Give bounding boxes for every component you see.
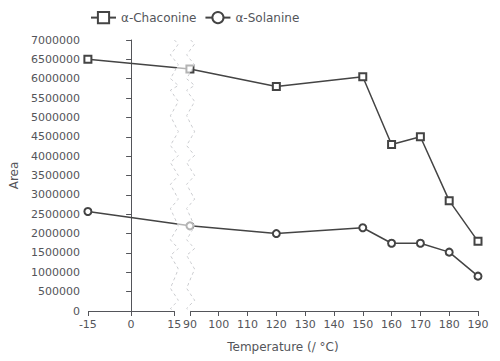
- svg-text:4000000: 4000000: [31, 150, 80, 163]
- svg-text:3500000: 3500000: [31, 169, 80, 182]
- svg-text:15: 15: [167, 318, 181, 331]
- svg-text:120: 120: [266, 318, 287, 331]
- svg-text:α-Chaconine: α-Chaconine: [121, 11, 196, 25]
- svg-text:90: 90: [183, 318, 197, 331]
- svg-text:0: 0: [73, 305, 80, 318]
- svg-text:1000000: 1000000: [31, 266, 80, 279]
- svg-text:Temperature (/ °C): Temperature (/ °C): [226, 340, 338, 354]
- svg-text:150: 150: [352, 318, 373, 331]
- svg-text:140: 140: [323, 318, 344, 331]
- svg-text:500000: 500000: [38, 285, 80, 298]
- svg-text:180: 180: [439, 318, 460, 331]
- svg-text:2500000: 2500000: [31, 208, 80, 221]
- svg-text:100: 100: [208, 318, 229, 331]
- svg-text:Area: Area: [7, 162, 21, 190]
- svg-text:110: 110: [237, 318, 258, 331]
- svg-text:7000000: 7000000: [31, 34, 80, 47]
- svg-text:4500000: 4500000: [31, 130, 80, 143]
- svg-text:6500000: 6500000: [31, 53, 80, 66]
- svg-text:1500000: 1500000: [31, 246, 80, 259]
- svg-text:160: 160: [381, 318, 402, 331]
- svg-text:0: 0: [128, 318, 135, 331]
- svg-text:2000000: 2000000: [31, 227, 80, 240]
- svg-text:-15: -15: [79, 318, 97, 331]
- svg-text:3000000: 3000000: [31, 188, 80, 201]
- svg-text:5000000: 5000000: [31, 111, 80, 124]
- svg-text:α-Solanine: α-Solanine: [235, 11, 299, 25]
- svg-text:130: 130: [295, 318, 316, 331]
- svg-text:5500000: 5500000: [31, 92, 80, 105]
- svg-text:170: 170: [410, 318, 431, 331]
- svg-text:6000000: 6000000: [31, 72, 80, 85]
- svg-text:190: 190: [468, 318, 489, 331]
